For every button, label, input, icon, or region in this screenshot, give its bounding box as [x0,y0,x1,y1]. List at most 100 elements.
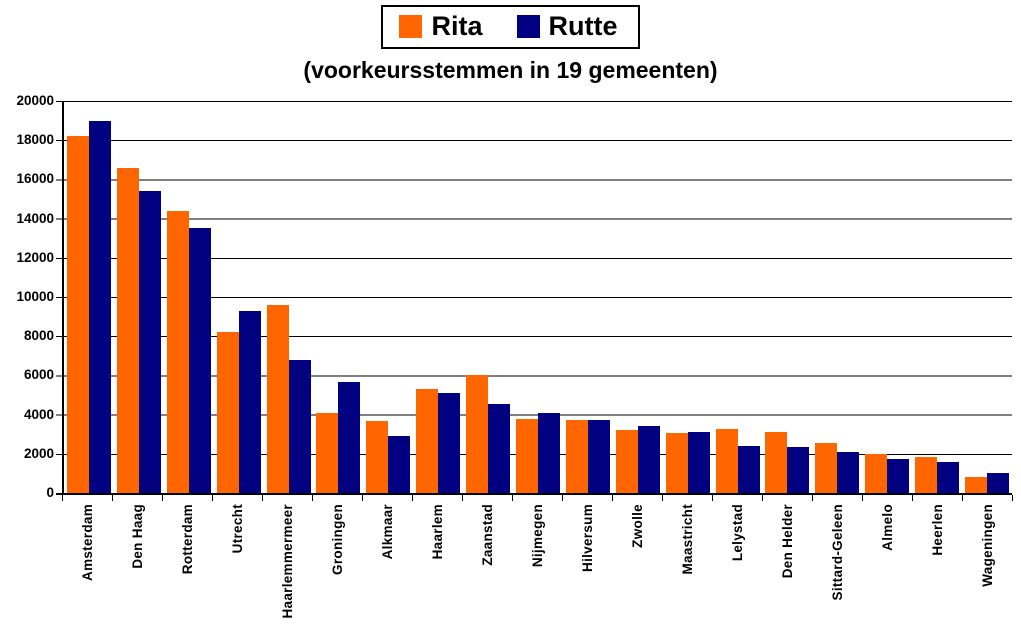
bar-rita-alkmaar [366,421,389,493]
x-label-zaanstad: Zaanstad [462,504,512,632]
x-label-text: Zaanstad [479,504,495,566]
category-slot-hilversum [563,101,613,493]
category-slot-sittard-geleen [812,101,862,493]
x-label-text: Haarlem [429,504,445,560]
y-tick-label-4000: 4000 [23,406,54,422]
bar-rita-haarlemmermeer [266,304,289,493]
x-label-utrecht: Utrecht [212,504,262,632]
bar-rita-sittard-geleen [815,443,838,493]
category-slot-amsterdam [64,101,114,493]
y-axis-ticks [56,101,62,495]
x-axis-labels: Amsterdam Den Haag Rotterdam Utrecht Haarlem… [62,504,1012,632]
bar-rutte-wageningen [986,473,1009,493]
category-slot-heerlen [912,101,962,493]
category-slot-utrecht [214,101,264,493]
x-label-text: Zwolle [629,504,645,548]
y-tick-label-20000: 20000 [16,93,54,108]
bar-rita-den-haag [116,167,139,493]
y-tick-label-2000: 2000 [23,445,54,461]
bar-rutte-den-haag [138,191,161,493]
bar-rutte-alkmaar [388,436,411,493]
bar-rita-almelo [865,453,888,493]
x-label-text: Alkmaar [379,504,395,560]
bar-rutte-rotterdam [188,228,211,493]
x-label-lelystad: Lelystad [712,504,762,632]
category-slot-den-haag [114,101,164,493]
x-axis-ticks [62,495,1013,501]
bar-rutte-haarlem [438,393,461,493]
x-label-text: Sittard-Geleen [829,504,845,601]
bar-rita-utrecht [216,332,239,493]
x-label-wageningen: Wageningen [962,504,1012,632]
legend: Rita Rutte [0,5,1021,49]
x-label-nijmegen: Nijmegen [512,504,562,632]
legend-item-rutte: Rutte [516,11,618,41]
x-label-hilversum: Hilversum [562,504,612,632]
y-tick-label-6000: 6000 [23,367,54,383]
category-slot-groningen [313,101,363,493]
bar-rita-den-helder [765,432,788,493]
x-label-text: Wageningen [979,504,995,587]
bar-rutte-lelystad [737,445,760,493]
bar-rita-zwolle [615,430,638,493]
bar-rutte-heerlen [937,461,960,493]
bar-rita-haarlem [416,389,439,493]
legend-box: Rita Rutte [381,5,640,49]
bar-rutte-nijmegen [537,412,560,493]
x-label-text: Groningen [329,504,345,575]
bar-rita-wageningen [964,477,987,493]
x-label-text: Almelo [879,504,895,551]
x-label-text: Amsterdam [79,504,95,581]
x-label-den-helder: Den Helder [762,504,812,632]
bar-rita-lelystad [715,429,738,493]
category-slot-haarlem [413,101,463,493]
bar-rutte-den-helder [787,446,810,493]
x-label-den-haag: Den Haag [112,504,162,632]
category-slot-maastricht [663,101,713,493]
x-label-text: Haarlemmermeer [279,504,295,619]
bar-rutte-groningen [338,382,361,493]
x-label-text: Utrecht [229,504,245,554]
bar-rutte-maastricht [687,432,710,493]
category-slot-haarlemmermeer [264,101,314,493]
x-label-haarlemmermeer: Haarlemmermeer [262,504,312,632]
y-tick-label-18000: 18000 [16,132,54,148]
x-label-maastricht: Maastricht [662,504,712,632]
y-tick-label-8000: 8000 [23,328,54,344]
category-slot-alkmaar [363,101,413,493]
bar-rita-maastricht [665,433,688,493]
bar-rutte-zaanstad [488,403,511,493]
bar-rutte-amsterdam [88,120,111,493]
x-label-alkmaar: Alkmaar [362,504,412,632]
legend-label-rutte: Rutte [548,11,618,41]
x-label-heerlen: Heerlen [912,504,962,632]
bar-rita-groningen [316,412,339,493]
legend-label-rita: Rita [431,11,483,41]
bar-rutte-haarlemmermeer [288,359,311,493]
bar-rita-hilversum [565,420,588,493]
bar-rutte-sittard-geleen [837,451,860,493]
x-label-text: Rotterdam [179,504,195,575]
y-tick-label-12000: 12000 [16,249,54,265]
x-label-sittard-geleen: Sittard-Geleen [812,504,862,632]
category-slot-zaanstad [463,101,513,493]
x-label-text: Lelystad [729,504,745,562]
y-tick-label-16000: 16000 [16,171,54,187]
y-tick-label-0: 0 [46,485,54,500]
bar-rutte-hilversum [587,420,610,493]
x-label-zwolle: Zwolle [612,504,662,632]
legend-item-rita: Rita [399,11,483,41]
x-label-amsterdam: Amsterdam [62,504,112,632]
chart-title: (voorkeursstemmen in 19 gemeenten) [303,57,718,83]
x-label-text: Den Helder [779,504,795,579]
x-label-text: Nijmegen [529,504,545,568]
bar-rita-heerlen [915,456,938,493]
x-label-text: Den Haag [129,504,145,569]
category-slot-rotterdam [164,101,214,493]
x-label-groningen: Groningen [312,504,362,632]
bar-rutte-almelo [887,458,910,493]
category-slot-lelystad [713,101,763,493]
x-label-rotterdam: Rotterdam [162,504,212,632]
x-label-almelo: Almelo [862,504,912,632]
